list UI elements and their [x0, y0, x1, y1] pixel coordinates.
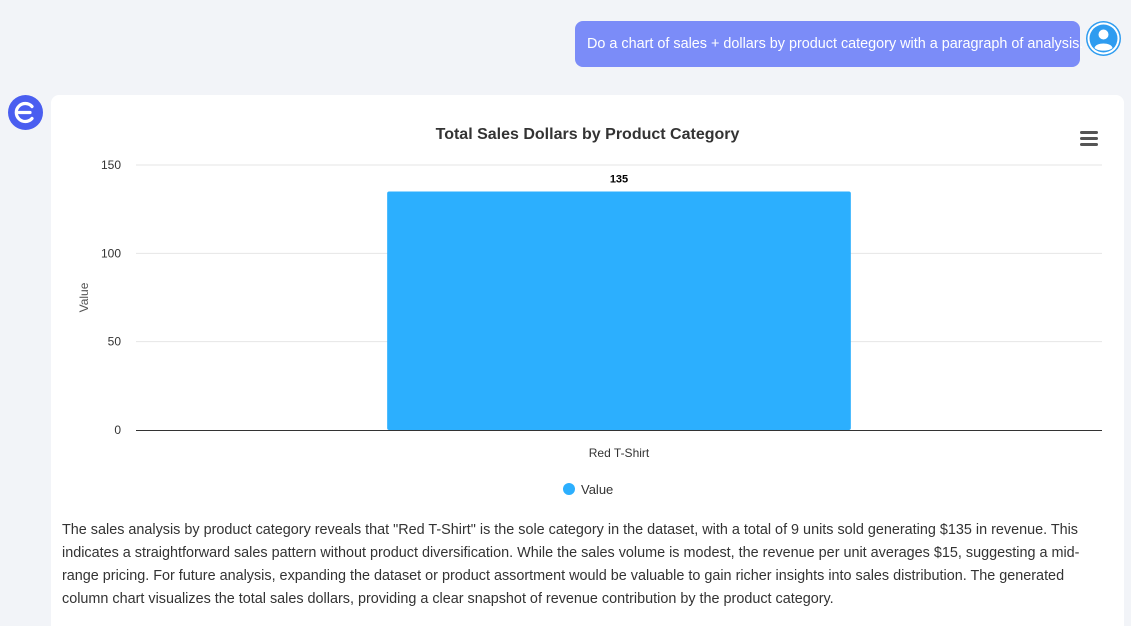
chart-title: Total Sales Dollars by Product Category — [435, 126, 740, 143]
y-tick-label: 150 — [101, 158, 121, 172]
data-label: 135 — [610, 174, 628, 186]
assistant-response-card: Total Sales Dollars by Product Category … — [51, 95, 1124, 626]
chart-container: Total Sales Dollars by Product Category … — [51, 95, 1124, 515]
user-message-text: Do a chart of sales + dollars by product… — [587, 36, 1084, 52]
y-axis-label: Value — [77, 282, 91, 312]
bar — [387, 191, 851, 430]
legend-marker — [563, 483, 575, 495]
y-tick-label: 0 — [114, 423, 121, 437]
hamburger-menu-icon[interactable] — [1080, 131, 1098, 147]
user-message-bubble: Do a chart of sales + dollars by product… — [575, 21, 1084, 67]
analysis-paragraph: The sales analysis by product category r… — [62, 522, 1080, 607]
e-logo-icon — [8, 95, 43, 130]
legend-item-value: Value — [581, 482, 613, 497]
x-tick-label: Red T-Shirt — [589, 446, 650, 460]
user-icon — [1086, 21, 1121, 56]
y-tick-label: 50 — [108, 335, 122, 349]
y-tick-label: 100 — [101, 246, 121, 260]
bar-chart: 0 50 100 150 Value 135 Red T-Shirt Value — [77, 158, 1102, 497]
